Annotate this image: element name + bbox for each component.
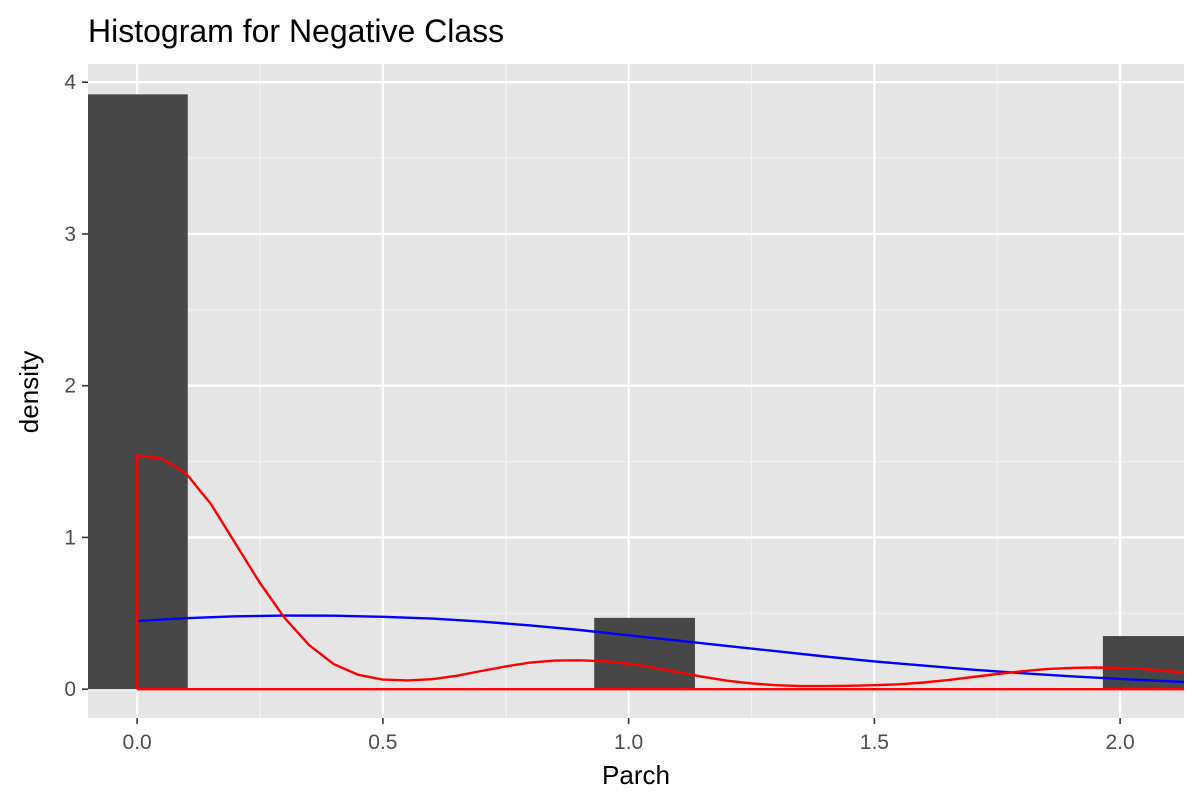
y-tick-label: 0 xyxy=(64,678,76,701)
x-axis: 0.0 0.5 1.0 1.5 2.0 xyxy=(123,718,1135,754)
x-tick-label: 0.5 xyxy=(368,731,397,754)
density-curves xyxy=(135,454,1185,691)
chart-title: Histogram for Negative Class xyxy=(88,13,504,49)
x-tick-label: 0.0 xyxy=(123,731,152,754)
y-tick-label: 2 xyxy=(64,375,76,398)
y-axis-title: density xyxy=(14,351,44,433)
grid-minor xyxy=(88,64,1184,718)
y-tick-label: 3 xyxy=(64,223,76,246)
x-tick-label: 1.0 xyxy=(614,731,643,754)
histogram-bar xyxy=(594,617,695,690)
density-curve xyxy=(135,454,1185,690)
y-tick-label: 4 xyxy=(64,71,76,94)
y-tick-label: 1 xyxy=(64,526,76,549)
y-axis: 0 1 2 3 4 xyxy=(64,71,88,701)
density-curve xyxy=(137,614,1185,684)
x-axis-title: Parch xyxy=(602,760,670,790)
x-tick-label: 2.0 xyxy=(1106,731,1135,754)
x-tick-label: 1.5 xyxy=(860,731,889,754)
plot-panel xyxy=(88,64,1184,718)
